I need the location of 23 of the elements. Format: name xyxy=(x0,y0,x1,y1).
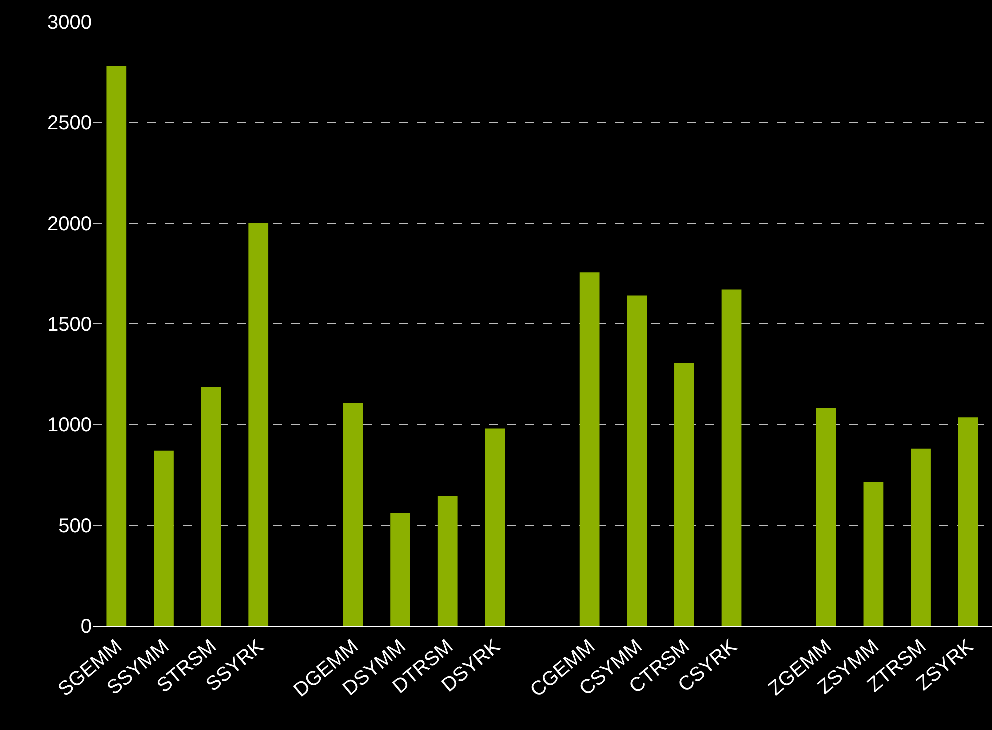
bar xyxy=(627,296,648,626)
bar xyxy=(106,66,127,626)
bar xyxy=(580,272,600,626)
y-tick-label: 2500 xyxy=(48,112,92,135)
y-tick-label: 0 xyxy=(80,616,92,638)
bar xyxy=(958,418,978,626)
y-tick-label: 2000 xyxy=(48,213,92,236)
y-tick-label: 3000 xyxy=(48,12,92,34)
bar xyxy=(864,482,884,626)
y-tick-label: 500 xyxy=(58,515,92,538)
y-tick-label: 1000 xyxy=(48,414,92,437)
bar xyxy=(674,363,694,626)
bar xyxy=(343,404,364,626)
bar xyxy=(911,448,931,626)
bar xyxy=(438,496,458,626)
bar xyxy=(485,428,506,626)
y-tick-label: 1500 xyxy=(48,314,92,336)
bar xyxy=(248,223,269,626)
bar xyxy=(201,387,222,626)
bar xyxy=(154,450,174,626)
bar xyxy=(390,513,410,626)
bar xyxy=(722,290,742,626)
bar xyxy=(816,408,836,626)
